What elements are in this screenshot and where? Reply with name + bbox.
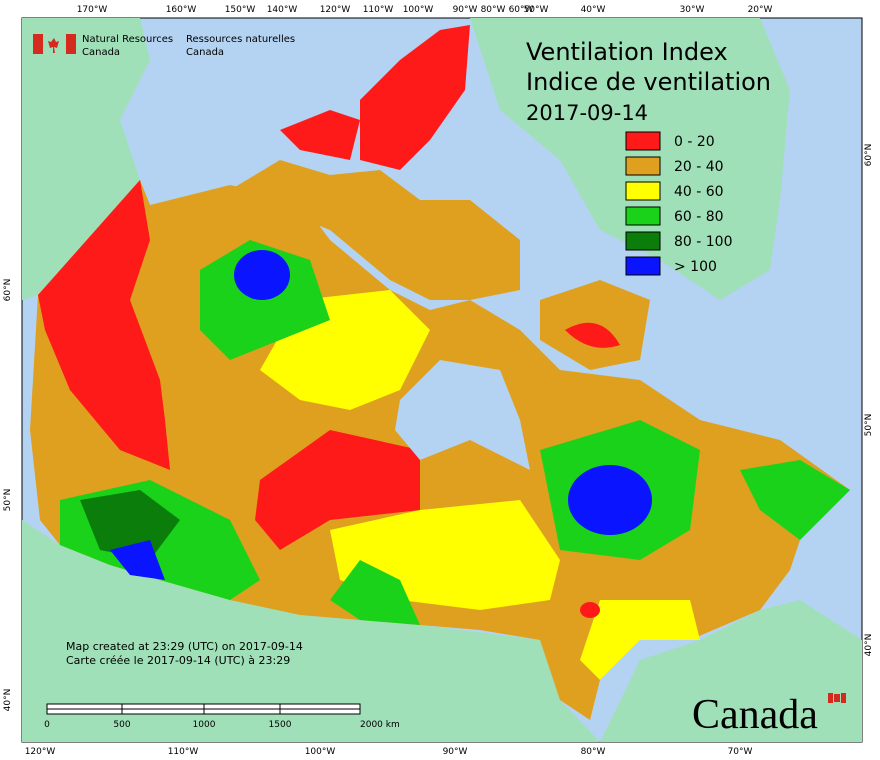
wordmark: Canada: [692, 692, 846, 738]
legend-label: 80 - 100: [674, 234, 733, 250]
map-title: Indice de ventilation: [526, 68, 771, 96]
legend-swatch: [625, 231, 661, 251]
latitude-label: 60°N: [864, 144, 874, 167]
zone-red-central: [255, 430, 420, 550]
flag-bar: [841, 693, 846, 703]
latitude-label: 50°N: [864, 414, 874, 437]
flag-bar: [66, 34, 76, 54]
longitude-label: 80°W: [481, 5, 506, 15]
longitude-label: 60°W: [509, 5, 534, 15]
longitude-label: 110°W: [363, 5, 394, 15]
longitude-label: 100°W: [403, 5, 434, 15]
longitude-label: 90°W: [453, 5, 478, 15]
legend-swatch: [625, 206, 661, 226]
legend-label: 40 - 60: [674, 184, 724, 200]
scale-segment: [46, 703, 123, 710]
scale-segment: [279, 708, 361, 715]
zone-darkgreen-sw: [80, 490, 180, 560]
ellesmere: [360, 25, 470, 170]
scale-label: 2000 km: [360, 720, 400, 730]
legend-swatch: [625, 256, 661, 276]
flag-bar: [33, 34, 43, 54]
maple-leaf: [834, 694, 840, 702]
longitude-label: 170°W: [77, 5, 108, 15]
latitude-label: 40°N: [3, 689, 13, 712]
hot-spot: [580, 602, 600, 618]
scale-label: 500: [113, 720, 130, 730]
legend-label: > 100: [674, 259, 717, 275]
longitude-label: 70°W: [728, 747, 753, 757]
land: [22, 18, 862, 742]
zone-green-east: [740, 460, 850, 540]
usa-east: [600, 600, 862, 742]
arctic-islands: [230, 160, 520, 300]
alaska: [22, 18, 150, 300]
latitude-label: 60°N: [3, 279, 13, 302]
agency-logo: [33, 34, 76, 54]
scale-segment: [279, 703, 361, 710]
longitude-label: 140°W: [267, 5, 298, 15]
longitude-label: 120°W: [25, 747, 56, 757]
legend-swatch: [625, 181, 661, 201]
hudson-bay: [395, 360, 530, 470]
scale-segment: [46, 708, 123, 715]
scale-segment: [203, 703, 281, 710]
arctic-island-red: [280, 110, 360, 160]
scale-label: 1500: [269, 720, 292, 730]
agency-en: Natural Resources: [82, 34, 173, 45]
usa: [22, 520, 600, 742]
flag-bar: [828, 693, 833, 703]
scale-segment: [121, 703, 205, 710]
latitude-label: 40°N: [864, 634, 874, 657]
agency-en: Canada: [82, 47, 120, 58]
zone-blue-sw: [110, 540, 165, 580]
longitude-label: 110°W: [168, 747, 199, 757]
longitude-label: 20°W: [748, 5, 773, 15]
zone-blue: [234, 250, 290, 300]
maple-leaf: [48, 38, 59, 53]
agency-fr: Canada: [186, 47, 224, 58]
longitude-label: 80°W: [581, 747, 606, 757]
map-note: Carte créée le 2017-09-14 (UTC) à 23:29: [66, 654, 290, 667]
map-title: 2017-09-14: [526, 101, 648, 125]
longitude-label: 30°W: [680, 5, 705, 15]
map-note: Map created at 23:29 (UTC) on 2017-09-14: [66, 640, 303, 653]
legend-swatch: [625, 156, 661, 176]
zone-green: [200, 240, 330, 360]
zone-blue-quebec: [568, 465, 652, 535]
zone-green-ontario: [330, 560, 420, 625]
longitude-label: 100°W: [305, 747, 336, 757]
longitude-label: 40°W: [581, 5, 606, 15]
longitude-label: 150°W: [225, 5, 256, 15]
scale-label: 0: [44, 720, 50, 730]
legend-label: 20 - 40: [674, 159, 724, 175]
scale-segment: [203, 708, 281, 715]
longitude-label: 90°W: [443, 747, 468, 757]
latitude-label: 50°N: [3, 489, 13, 512]
legend-label: 0 - 20: [674, 134, 715, 150]
zone-red-nw: [38, 180, 170, 470]
canada-wordmark: Canada: [692, 692, 818, 738]
longitude-label: 50°W: [524, 5, 549, 15]
longitude-label: 160°W: [166, 5, 197, 15]
legend-swatch: [625, 131, 661, 151]
map-title: Ventilation Index: [526, 38, 728, 66]
longitude-label: 120°W: [320, 5, 351, 15]
zone-yellow-se: [580, 600, 700, 680]
hot-spot: [565, 322, 620, 348]
legend-label: 60 - 80: [674, 209, 724, 225]
scale-segment: [121, 708, 205, 715]
scale-label: 1000: [193, 720, 216, 730]
agency-fr: Ressources naturelles: [186, 34, 295, 45]
